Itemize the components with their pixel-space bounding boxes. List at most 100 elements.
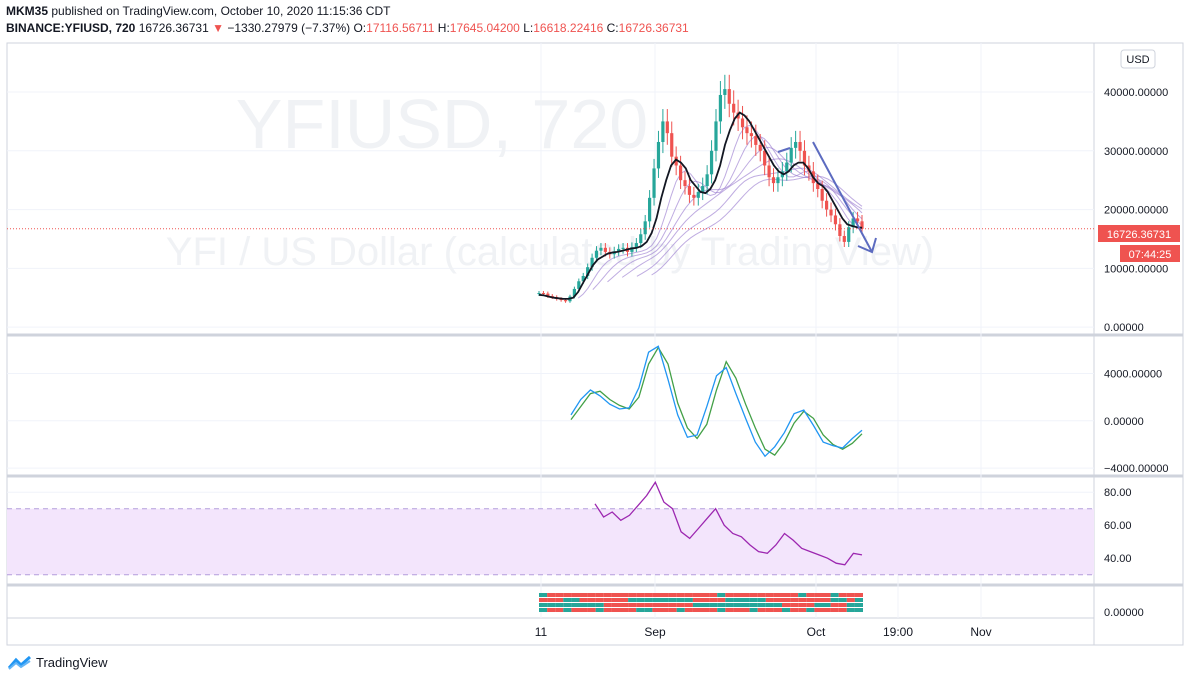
indicator-cell: [555, 598, 564, 602]
footer-brand[interactable]: TradingView: [8, 655, 108, 670]
candle-body: [825, 200, 829, 210]
indicator-cell: [676, 603, 685, 607]
time-tick-label: Nov: [970, 625, 991, 639]
indicator-cell: [854, 593, 863, 597]
indicator-cell: [636, 603, 645, 607]
high-value: 17645.04200: [449, 21, 520, 35]
candle-body: [851, 218, 855, 228]
indicator-cell: [684, 598, 693, 602]
macd-line: [570, 345, 863, 458]
candle-body: [590, 257, 594, 268]
indicator-cell: [782, 603, 791, 607]
indicator-cell: [660, 603, 669, 607]
bottom-tick-label: 0.00000: [1104, 607, 1144, 619]
candle-body: [656, 141, 661, 169]
indicator-cell: [854, 598, 863, 602]
chart-frame: [6, 42, 1184, 646]
publish-info: MKM35 published on TradingView.com, Octo…: [6, 4, 390, 18]
candle-body: [563, 300, 568, 302]
indicator-cell: [547, 593, 556, 597]
rsi-tick-label: 40.00: [1104, 553, 1132, 565]
indicator-cell: [660, 593, 669, 597]
candle-body: [643, 221, 647, 235]
indicator-cell: [709, 598, 718, 602]
candle-body: [652, 168, 656, 198]
indicator-cell: [846, 593, 855, 597]
ohlc-legend: BINANCE:YFIUSD, 720 16726.36731 ▼ −1330.…: [6, 21, 689, 35]
indicator-cell: [660, 598, 669, 602]
indicator-cell: [757, 593, 766, 597]
indicator-cell: [692, 598, 701, 602]
indicator-cell: [798, 608, 807, 612]
candle-body: [776, 177, 780, 184]
candle-body: [723, 89, 727, 95]
indicator-cell: [725, 598, 734, 602]
ribbon-line: [636, 167, 863, 277]
indicator-cell: [579, 603, 588, 607]
indicator-cell: [773, 603, 782, 607]
published-text: published on TradingView.com, October 10…: [51, 4, 391, 18]
indicator-cell: [611, 603, 620, 607]
indicator-cell: [563, 608, 572, 612]
rsi-band: [7, 508, 1094, 576]
candle-body: [718, 94, 723, 122]
indicator-cell: [684, 593, 693, 597]
indicator-cell: [749, 608, 758, 612]
close-value: 16726.36731: [618, 21, 689, 35]
currency-button[interactable]: USD: [1120, 49, 1156, 69]
candle-body: [860, 221, 864, 229]
indicator-cell: [741, 608, 750, 612]
indicator-cell: [814, 598, 823, 602]
indicator-cell: [749, 593, 758, 597]
indicator-cell: [773, 593, 782, 597]
time-tick-label: Oct: [807, 625, 826, 639]
indicator-cell: [782, 593, 791, 597]
indicator-cell: [717, 593, 726, 597]
change-arrow: ▼: [212, 21, 225, 35]
price-change: −1330.27979 (−7.37%): [227, 21, 351, 35]
time-tick-label: Sep: [644, 625, 666, 639]
candle-body: [683, 180, 687, 187]
indicator-cell: [547, 603, 556, 607]
indicator-cell: [652, 593, 661, 597]
candle-body: [594, 250, 599, 258]
indicator-cell: [611, 608, 620, 612]
indicator-cell: [692, 603, 701, 607]
indicator-cell: [644, 598, 653, 602]
indicator-cell: [579, 593, 588, 597]
open-value: 17116.56711: [366, 21, 435, 35]
indicator-cell: [644, 608, 653, 612]
indicator-cell: [741, 598, 750, 602]
indicator-cell: [701, 603, 710, 607]
indicator-cell: [741, 593, 750, 597]
candle-body: [537, 293, 541, 295]
indicator-cell: [563, 593, 572, 597]
indicator-cell: [798, 598, 807, 602]
tradingview-logo-icon: [8, 655, 31, 670]
watermark-description: YFI / US Dollar (calculated by TradingVi…: [166, 230, 934, 274]
candle-body: [665, 121, 669, 134]
indicator-cell: [611, 598, 620, 602]
indicator-cell: [773, 598, 782, 602]
candle-body: [838, 224, 842, 237]
candle-body: [763, 150, 767, 166]
trend-arrowhead: [857, 237, 877, 254]
indicator-cell: [733, 608, 742, 612]
candle-body: [661, 121, 665, 142]
indicator-cell: [709, 608, 718, 612]
indicator-cell: [668, 593, 677, 597]
indicator-cell: [579, 598, 588, 602]
rsi-line: [594, 480, 863, 566]
indicator-cell: [733, 593, 742, 597]
indicator-cell: [652, 598, 661, 602]
indicator-cell: [717, 608, 726, 612]
indicator-cell: [539, 593, 548, 597]
indicator-cell: [790, 608, 799, 612]
price-tick-label: 10000.00000: [1104, 263, 1168, 275]
indicator-cell: [603, 603, 612, 607]
candle-body: [767, 165, 771, 178]
indicator-cell: [668, 598, 677, 602]
high-label: H:: [437, 21, 450, 35]
indicator-cell: [555, 593, 564, 597]
